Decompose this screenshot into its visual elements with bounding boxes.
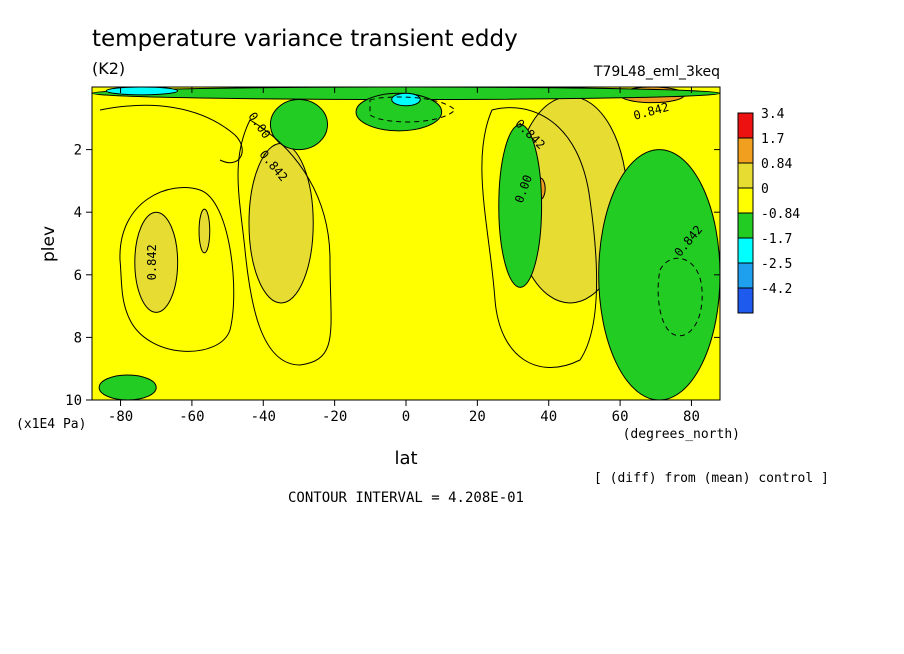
contour-region bbox=[391, 92, 421, 107]
x-tick-label: 60 bbox=[612, 409, 629, 425]
contour-line bbox=[237, 119, 332, 366]
x-tick-label: 40 bbox=[540, 409, 557, 425]
x-tick-label: -80 bbox=[108, 409, 133, 425]
x-tick-label: 80 bbox=[683, 409, 700, 425]
contour-line bbox=[481, 107, 598, 368]
diff-note: [ (diff) from (mean) control ] bbox=[594, 471, 829, 486]
contour-region bbox=[98, 374, 157, 400]
x-tick-label: 20 bbox=[469, 409, 486, 425]
legend-label: -1.7 bbox=[761, 232, 792, 247]
x-tick-label: -60 bbox=[179, 409, 204, 425]
contour-line bbox=[99, 104, 243, 164]
legend-label: 3.4 bbox=[761, 107, 785, 122]
contour-region bbox=[198, 208, 211, 254]
y-tick-label: 10 bbox=[65, 393, 82, 409]
units-label: (K2) bbox=[92, 59, 125, 78]
chart-title: temperature variance transient eddy bbox=[92, 26, 518, 52]
contour-line bbox=[119, 187, 235, 352]
legend-swatch bbox=[737, 137, 754, 164]
y-tick-label: 4 bbox=[74, 205, 82, 221]
legend-label: -2.5 bbox=[761, 257, 792, 272]
y-axis-units: (x1E4 Pa) bbox=[16, 417, 86, 432]
contour-line bbox=[657, 257, 703, 337]
x-axis-label: lat bbox=[394, 448, 417, 469]
contour-interval-note: CONTOUR INTERVAL = 4.208E-01 bbox=[288, 490, 524, 506]
color-legend: 3.4 1.7 0.84 0 -0.84 -1.7 -2.5 -4.2 bbox=[737, 107, 800, 314]
contour-region bbox=[269, 99, 329, 151]
contour-region bbox=[105, 87, 179, 96]
legend-swatch bbox=[737, 112, 754, 139]
x-tick-label: 0 bbox=[402, 409, 410, 425]
contour-region bbox=[498, 124, 543, 288]
contour-region bbox=[134, 211, 179, 313]
experiment-label: T79L48_eml_3keq bbox=[593, 64, 720, 80]
y-axis-label: plev bbox=[39, 226, 59, 262]
legend-swatch bbox=[737, 262, 754, 289]
legend-label: 0.84 bbox=[761, 157, 792, 172]
legend-label: -0.84 bbox=[761, 207, 800, 222]
legend-swatch bbox=[737, 287, 754, 314]
legend-swatch bbox=[737, 187, 754, 214]
legend-label: 1.7 bbox=[761, 132, 784, 147]
legend-swatch bbox=[737, 162, 754, 189]
y-tick-label: 6 bbox=[74, 268, 82, 284]
legend-label: 0 bbox=[761, 182, 769, 197]
legend-label: -4.2 bbox=[761, 282, 792, 297]
legend-swatch bbox=[737, 237, 754, 264]
x-tick-label: -20 bbox=[322, 409, 347, 425]
x-tick-label: -40 bbox=[251, 409, 276, 425]
y-tick-label: 2 bbox=[74, 143, 82, 159]
contour-region bbox=[355, 92, 443, 132]
x-axis-units: (degrees_north) bbox=[623, 427, 740, 442]
legend-swatch bbox=[737, 212, 754, 239]
contour-label: 0.842 bbox=[145, 244, 159, 280]
y-tick-label: 8 bbox=[74, 330, 82, 346]
